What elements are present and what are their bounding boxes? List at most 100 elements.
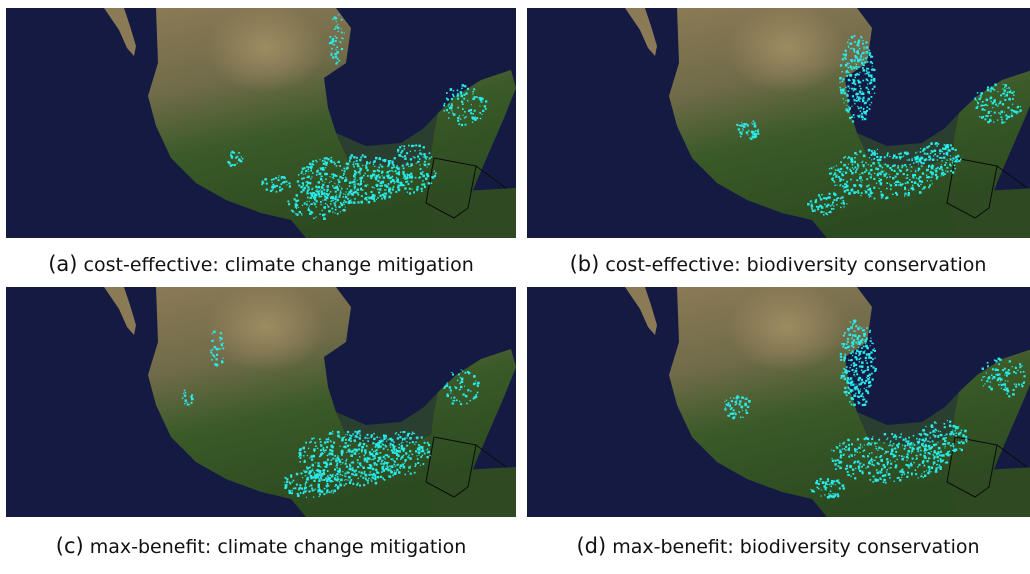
- highlight-pixel: [889, 155, 891, 158]
- highlight-pixel: [849, 465, 852, 469]
- highlight-pixel: [953, 450, 956, 453]
- highlight-pixel: [848, 444, 850, 446]
- highlight-pixel: [353, 161, 355, 163]
- highlight-pixel: [313, 202, 315, 204]
- highlight-pixel: [345, 191, 347, 193]
- highlight-pixel: [920, 156, 923, 159]
- highlight-pixel: [903, 473, 906, 475]
- highlight-pixel: [468, 371, 471, 375]
- highlight-pixel: [351, 468, 354, 472]
- highlight-pixel: [369, 175, 372, 178]
- highlight-pixel: [355, 183, 357, 185]
- country-border: [996, 444, 1028, 468]
- highlight-pixel: [388, 177, 391, 180]
- highlight-pixel: [856, 163, 859, 165]
- highlight-pixel: [880, 184, 882, 186]
- highlight-pixel: [853, 191, 856, 194]
- highlight-pixel: [320, 175, 323, 177]
- highlight-pixel: [847, 330, 850, 332]
- highlight-pixel: [901, 471, 904, 474]
- highlight-pixel: [848, 105, 850, 107]
- highlight-pixel: [858, 66, 860, 68]
- highlight-pixel: [930, 176, 932, 179]
- panel-a: (a) cost-effective: climate change mitig…: [0, 0, 516, 287]
- highlight-pixel: [871, 152, 874, 155]
- highlight-pixel: [845, 58, 847, 60]
- highlight-pixel: [979, 94, 982, 97]
- highlight-pixel: [1002, 92, 1005, 95]
- highlight-pixel: [359, 182, 363, 185]
- highlight-pixel: [939, 454, 941, 457]
- highlight-pixel: [981, 379, 983, 381]
- highlight-pixel: [364, 477, 367, 480]
- highlight-pixel: [918, 446, 921, 449]
- highlight-pixel: [849, 48, 851, 50]
- highlight-pixel: [383, 434, 386, 437]
- highlight-pixel: [402, 173, 405, 176]
- highlight-pixel: [911, 184, 914, 186]
- highlight-pixel: [361, 451, 363, 453]
- highlight-pixel: [852, 354, 854, 357]
- highlight-pixel: [281, 181, 284, 184]
- highlight-pixel: [933, 155, 935, 157]
- highlight-pixel: [749, 137, 751, 139]
- highlight-pixel: [319, 490, 322, 493]
- highlight-pixel: [334, 163, 336, 165]
- highlight-pixel: [901, 468, 904, 471]
- highlight-pixel: [907, 442, 909, 445]
- highlight-pixel: [423, 174, 425, 176]
- highlight-pixel: [318, 488, 321, 490]
- highlight-pixel: [288, 203, 291, 206]
- highlight-pixel: [850, 36, 854, 39]
- highlight-pixel: [853, 66, 856, 69]
- highlight-pixel: [873, 197, 876, 200]
- highlight-pixel: [468, 389, 470, 391]
- highlight-pixel: [334, 196, 336, 199]
- highlight-pixel: [892, 435, 895, 438]
- highlight-pixel: [347, 201, 350, 205]
- highlight-pixel: [875, 445, 877, 448]
- highlight-pixel: [885, 450, 888, 454]
- highlight-pixel: [397, 184, 400, 187]
- highlight-pixel: [998, 373, 1001, 376]
- highlight-pixel: [864, 345, 867, 348]
- highlight-pixel: [907, 457, 909, 459]
- highlight-pixel: [920, 148, 922, 150]
- highlight-pixel: [949, 158, 952, 161]
- highlight-pixel: [865, 400, 868, 403]
- highlight-pixel: [837, 495, 840, 498]
- highlight-pixel: [873, 79, 876, 82]
- highlight-pixel: [847, 359, 850, 361]
- highlight-pixel: [856, 336, 859, 339]
- highlight-pixel: [364, 192, 367, 194]
- highlight-pixel: [992, 107, 994, 109]
- highlight-pixel: [330, 480, 332, 482]
- highlight-pixel: [985, 372, 987, 374]
- highlight-pixel: [855, 56, 858, 59]
- highlight-pixel: [876, 159, 880, 162]
- highlight-pixel: [346, 451, 348, 453]
- highlight-pixel: [920, 165, 923, 167]
- highlight-pixel: [982, 104, 984, 107]
- highlight-pixel: [417, 462, 420, 464]
- highlight-pixel: [308, 200, 310, 202]
- highlight-pixel: [817, 487, 820, 490]
- highlight-pixel: [887, 473, 891, 476]
- highlight-pixel: [309, 490, 311, 492]
- highlight-pixel: [863, 102, 866, 105]
- highlight-pixel: [905, 177, 907, 179]
- highlight-pixel: [866, 67, 868, 69]
- highlight-pixel: [860, 365, 862, 368]
- highlight-pixel: [344, 178, 348, 182]
- highlight-pixel: [459, 400, 461, 403]
- highlight-pixel: [753, 124, 757, 128]
- highlight-pixel: [947, 454, 949, 456]
- highlight-pixel: [853, 116, 855, 118]
- highlight-pixel: [885, 172, 888, 175]
- highlight-pixel: [324, 202, 327, 205]
- highlight-pixel: [470, 390, 472, 392]
- highlight-pixel: [851, 116, 853, 118]
- highlight-pixel: [862, 370, 865, 374]
- highlight-pixel: [754, 130, 757, 132]
- highlight-pixel: [390, 470, 392, 472]
